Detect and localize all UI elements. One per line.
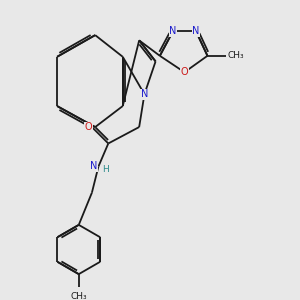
Text: CH₃: CH₃: [227, 51, 244, 60]
Text: N: N: [169, 26, 177, 36]
Text: O: O: [85, 122, 92, 132]
Text: N: N: [192, 26, 200, 36]
Text: H: H: [102, 165, 109, 174]
Text: N: N: [90, 161, 97, 171]
Text: O: O: [181, 67, 188, 77]
Text: CH₃: CH₃: [70, 292, 87, 300]
Text: N: N: [141, 89, 148, 99]
